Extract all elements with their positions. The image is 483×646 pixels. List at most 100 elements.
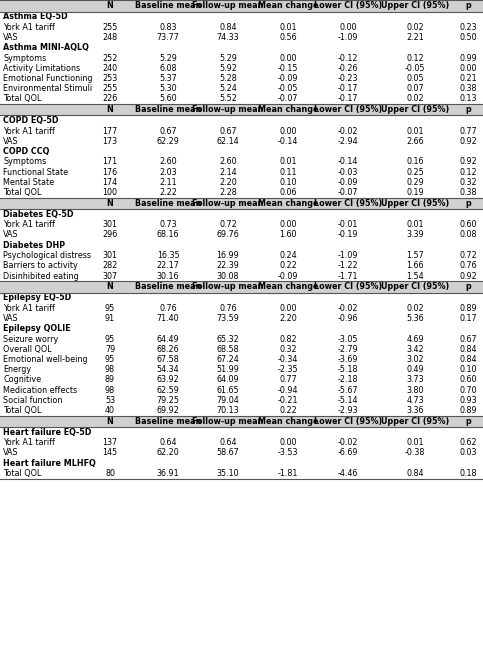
Bar [0,385,483,395]
Bar [0,458,483,468]
Text: 0.22: 0.22 [279,406,297,415]
Text: 0.00: 0.00 [279,54,297,63]
Text: 0.92: 0.92 [459,137,477,146]
Text: Heart failure EQ-5D: Heart failure EQ-5D [3,428,91,437]
Text: 282: 282 [102,261,118,270]
Bar [0,198,483,209]
Text: Mean change: Mean change [258,282,318,291]
Text: 0.77: 0.77 [459,127,477,136]
Bar [0,0,483,12]
Text: 0.02: 0.02 [406,94,424,103]
Text: 5.36: 5.36 [406,314,424,323]
Text: 226: 226 [102,94,118,103]
Text: Emotional well-being: Emotional well-being [3,355,87,364]
Text: 67.24: 67.24 [216,355,240,364]
Text: Activity Limitations: Activity Limitations [3,64,80,73]
Text: 0.72: 0.72 [459,251,477,260]
Text: 0.00: 0.00 [279,438,297,447]
Text: 0.01: 0.01 [279,23,297,32]
Text: p: p [465,199,471,208]
Text: -0.12: -0.12 [338,54,358,63]
Text: Diabetes DHP: Diabetes DHP [3,241,65,250]
Text: -0.01: -0.01 [338,220,358,229]
Text: 2.28: 2.28 [219,188,237,197]
Text: 5.29: 5.29 [159,54,177,63]
Text: Heart failure MLHFQ: Heart failure MLHFQ [3,459,96,468]
Text: 89: 89 [105,375,115,384]
Bar [0,293,483,303]
Text: N: N [107,417,114,426]
Text: 0.64: 0.64 [219,438,237,447]
Text: 0.64: 0.64 [159,438,177,447]
Text: p: p [465,282,471,291]
Text: Functional State: Functional State [3,167,68,176]
Text: 255: 255 [102,23,118,32]
Text: 248: 248 [102,33,117,42]
Text: Psychological distress: Psychological distress [3,251,91,260]
Text: 100: 100 [102,188,117,197]
Text: 0.82: 0.82 [279,335,297,344]
Bar [0,344,483,355]
Bar [0,375,483,385]
Bar [0,448,483,458]
Text: 68.58: 68.58 [217,345,239,354]
Bar [0,437,483,448]
Text: 0.29: 0.29 [406,178,424,187]
Text: 0.67: 0.67 [159,127,177,136]
Bar [0,63,483,73]
Text: Total QOL: Total QOL [3,406,42,415]
Text: -0.15: -0.15 [278,64,298,73]
Text: -2.79: -2.79 [338,345,358,354]
Text: 173: 173 [102,137,117,146]
Text: Mental State: Mental State [3,178,54,187]
Text: VAS: VAS [3,231,19,240]
Text: 0.10: 0.10 [459,365,477,374]
Text: 2.21: 2.21 [406,33,424,42]
Bar [0,271,483,281]
Text: -0.02: -0.02 [338,127,358,136]
Text: 0.67: 0.67 [459,335,477,344]
Text: 0.05: 0.05 [406,74,424,83]
Text: COPD EQ-5D: COPD EQ-5D [3,116,58,125]
Text: 0.76: 0.76 [459,261,477,270]
Text: -0.02: -0.02 [338,438,358,447]
Text: 0.01: 0.01 [279,158,297,167]
Text: 53: 53 [105,396,115,405]
Text: 73.59: 73.59 [216,314,240,323]
Text: 3.42: 3.42 [406,345,424,354]
Text: 0.00: 0.00 [279,220,297,229]
Text: York A1 tariff: York A1 tariff [3,220,55,229]
Text: 63.92: 63.92 [156,375,179,384]
Bar [0,94,483,104]
Text: VAS: VAS [3,448,19,457]
Text: Total QOL: Total QOL [3,469,42,478]
Text: 0.76: 0.76 [159,304,177,313]
Text: -0.19: -0.19 [338,231,358,240]
Text: Upper CI (95%): Upper CI (95%) [381,199,449,208]
Text: Symptoms: Symptoms [3,158,46,167]
Text: 6.08: 6.08 [159,64,177,73]
Bar [0,167,483,177]
Text: -0.26: -0.26 [338,64,358,73]
Text: Mean change: Mean change [258,1,318,10]
Text: -2.94: -2.94 [338,137,358,146]
Text: 0.83: 0.83 [159,23,177,32]
Text: -0.17: -0.17 [338,94,358,103]
Text: 0.18: 0.18 [459,469,477,478]
Text: Total QOL: Total QOL [3,94,42,103]
Text: 79.04: 79.04 [216,396,240,405]
Bar [0,220,483,230]
Text: Baseline mean: Baseline mean [135,199,201,208]
Text: Baseline mean: Baseline mean [135,282,201,291]
Text: York A1 tariff: York A1 tariff [3,438,55,447]
Text: 0.93: 0.93 [459,396,477,405]
Text: 0.84: 0.84 [459,345,477,354]
Text: 2.14: 2.14 [219,167,237,176]
Text: 5.28: 5.28 [219,74,237,83]
Text: 65.32: 65.32 [216,335,240,344]
Text: Lower CI (95%): Lower CI (95%) [314,282,382,291]
Text: 0.21: 0.21 [459,74,477,83]
Text: 30.16: 30.16 [157,271,179,280]
Text: p: p [465,1,471,10]
Text: 0.92: 0.92 [459,271,477,280]
